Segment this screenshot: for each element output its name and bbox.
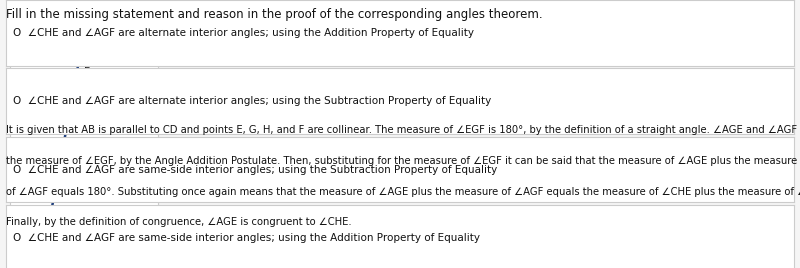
Text: the measure of ∠EGF, by the Angle Addition Postulate. Then, substituting for the: the measure of ∠EGF, by the Angle Additi… — [6, 155, 800, 166]
Text: of ∠AGF equals 180°. Substituting once again means that the measure of ∠AGE plus: of ∠AGF equals 180°. Substituting once a… — [6, 186, 800, 197]
Text: G: G — [58, 98, 66, 108]
Text: D: D — [142, 161, 149, 170]
Text: Finally, by the definition of congruence, ∠AGE is congruent to ∠CHE.: Finally, by the definition of congruence… — [6, 217, 352, 227]
Text: E: E — [84, 60, 90, 70]
Text: O  ∠CHE and ∠AGF are same-side interior angles; using the Subtraction Property o: O ∠CHE and ∠AGF are same-side interior a… — [13, 165, 497, 174]
Text: It is given that AB is parallel to CD and points E, G, H, and F are collinear. T: It is given that AB is parallel to CD an… — [6, 125, 800, 135]
Text: B: B — [147, 105, 154, 115]
Text: O  ∠CHE and ∠AGF are alternate interior angles; using the Addition Property of E: O ∠CHE and ∠AGF are alternate interior a… — [13, 28, 474, 38]
Text: Fill in the missing statement and reason in the proof of the corresponding angle: Fill in the missing statement and reason… — [6, 8, 543, 21]
Text: F: F — [37, 222, 42, 232]
Text: O  ∠CHE and ∠AGF are same-side interior angles; using the Addition Property of E: O ∠CHE and ∠AGF are same-side interior a… — [13, 233, 480, 243]
Text: A: A — [7, 115, 14, 125]
Text: O  ∠CHE and ∠AGF are alternate interior angles; using the Subtraction Property o: O ∠CHE and ∠AGF are alternate interior a… — [13, 96, 491, 106]
FancyBboxPatch shape — [10, 46, 158, 247]
Text: H: H — [48, 154, 55, 164]
Text: C: C — [7, 171, 14, 181]
